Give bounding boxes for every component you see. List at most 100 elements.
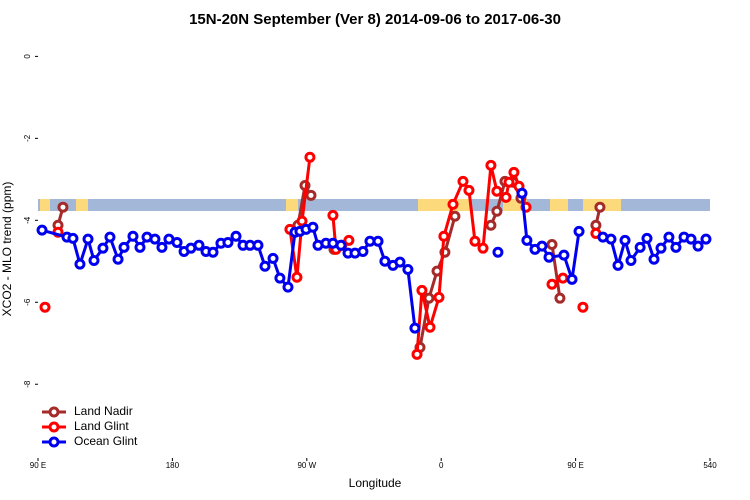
data-point (305, 189, 317, 201)
legend-marker (48, 421, 60, 433)
data-point (492, 246, 504, 258)
data-point (485, 159, 497, 171)
data-point (477, 242, 489, 254)
data-point (296, 215, 308, 227)
data-point (438, 230, 450, 242)
data-point (577, 301, 589, 313)
legend-label: Land Nadir (74, 404, 133, 418)
legend-label: Ocean Glint (74, 434, 138, 448)
data-point (259, 260, 271, 272)
data-point (573, 225, 585, 237)
data-point (546, 278, 558, 290)
data-point (97, 242, 109, 254)
data-point (411, 348, 423, 360)
land-mask (38, 199, 710, 211)
data-point (521, 234, 533, 246)
data-point (335, 239, 347, 251)
y-axis-label: XCO2 - MLO trend (ppm) (0, 182, 14, 317)
legend-marker (48, 436, 60, 448)
y-tick-label: -2 (23, 134, 32, 142)
data-point (491, 185, 503, 197)
data-point (469, 235, 481, 247)
data-point (112, 253, 124, 265)
data-point (39, 301, 51, 313)
data-point (546, 238, 558, 250)
data-point (74, 258, 86, 270)
x-axis-label: Longitude (349, 476, 402, 490)
data-point (433, 291, 445, 303)
data-point (634, 241, 646, 253)
x-tick-label: 90 W (297, 461, 316, 470)
data-point (424, 321, 436, 333)
data-point (605, 233, 617, 245)
data-point (282, 281, 294, 293)
data-point (88, 254, 100, 266)
chart-title: 15N-20N September (Ver 8) 2014-09-06 to … (189, 11, 561, 28)
land-patch (286, 199, 298, 211)
y-tick-label: -8 (23, 380, 32, 388)
data-point (536, 240, 548, 252)
data-point (327, 209, 339, 221)
data-point (670, 241, 682, 253)
data-point (357, 245, 369, 257)
data-point (625, 254, 637, 266)
data-point (379, 255, 391, 267)
legend-label: Land Glint (74, 419, 129, 433)
data-point (193, 239, 205, 251)
data-point (343, 234, 355, 246)
data-point (431, 265, 443, 277)
data-point (252, 239, 264, 251)
x-tick-label: 540 (703, 461, 717, 470)
data-point (557, 272, 569, 284)
data-point (685, 233, 697, 245)
x-tick-label: 90 E (567, 461, 583, 470)
data-point (500, 191, 512, 203)
data-point (274, 272, 286, 284)
data-point (104, 231, 116, 243)
data-point (491, 205, 503, 217)
data-point (485, 219, 497, 231)
y-tick-label: -4 (23, 216, 32, 224)
data-point (543, 251, 555, 263)
data-point (36, 224, 48, 236)
land-patch (40, 199, 50, 211)
data-point (402, 263, 414, 275)
legend-marker (48, 406, 60, 418)
land-patch (550, 199, 568, 211)
data-point (416, 284, 428, 296)
data-point (566, 273, 578, 285)
data-point (82, 233, 94, 245)
x-tick-label: 0 (439, 461, 444, 470)
y-tick-label: -6 (23, 298, 32, 306)
data-point (508, 166, 520, 178)
data-point (307, 221, 319, 233)
x-tick-label: 90 E (30, 461, 46, 470)
data-point (554, 292, 566, 304)
data-point (692, 240, 704, 252)
data-point (127, 230, 139, 242)
data-point (619, 234, 631, 246)
series-line (41, 193, 707, 329)
data-point (372, 235, 384, 247)
data-point (149, 233, 161, 245)
data-point (423, 292, 435, 304)
x-tick-label: 180 (166, 461, 180, 470)
data-point (394, 256, 406, 268)
data-point (222, 236, 234, 248)
data-point (156, 241, 168, 253)
data-point (463, 184, 475, 196)
data-point (134, 241, 146, 253)
land-patch (418, 199, 470, 211)
data-point (558, 249, 570, 261)
data-point (447, 198, 459, 210)
data-point (449, 210, 461, 222)
data-point (304, 151, 316, 163)
land-patch (76, 199, 88, 211)
data-point (57, 201, 69, 213)
data-point (594, 201, 606, 213)
data-point (118, 241, 130, 253)
data-point (503, 176, 515, 188)
data-point (457, 175, 469, 187)
